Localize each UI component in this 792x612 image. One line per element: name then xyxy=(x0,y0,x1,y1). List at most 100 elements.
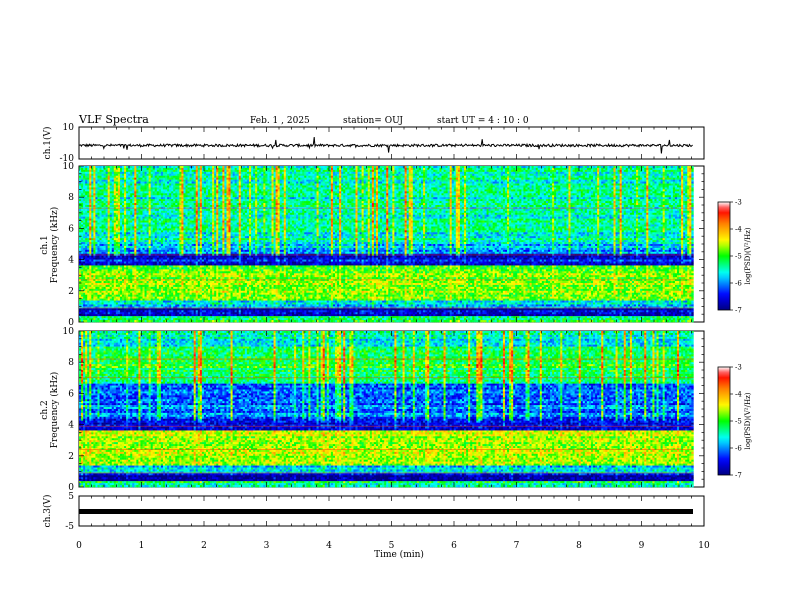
spectrogram-cell xyxy=(132,177,135,180)
spectrogram-cell xyxy=(433,171,436,175)
spectrogram-cell xyxy=(363,185,367,188)
spectrogram-cell xyxy=(363,191,367,194)
spectrogram-cell xyxy=(224,173,227,177)
spectrogram-cell xyxy=(621,193,625,196)
spectrogram-cell xyxy=(654,193,657,196)
spectrogram-cell xyxy=(97,177,100,180)
spectrogram-cell xyxy=(248,175,252,178)
spectrogram-cell xyxy=(615,183,618,186)
spectrogram-cell xyxy=(367,166,371,169)
spectrogram-cell xyxy=(593,185,596,188)
spectrogram-cell xyxy=(386,193,389,196)
spectrogram-cell xyxy=(382,183,385,186)
spectrogram-cell xyxy=(502,177,506,180)
spectrogram-cell xyxy=(177,197,180,200)
spectrogram-cell xyxy=(631,173,635,177)
spectrogram-cell xyxy=(271,171,274,175)
spectrogram-cell xyxy=(670,187,674,190)
spectrogram-cell xyxy=(183,197,186,200)
spectrogram-cell xyxy=(287,169,291,173)
spectrogram-cell xyxy=(640,187,643,190)
spectrogram-cell xyxy=(427,183,430,186)
spectrogram-cell xyxy=(685,167,688,171)
spectrogram-cell xyxy=(89,185,92,188)
spectrogram-cell xyxy=(674,195,678,198)
spectrogram-cell xyxy=(93,166,96,169)
spectrogram-cell xyxy=(158,197,162,200)
spectrogram-cell xyxy=(580,189,584,192)
spectrogram-cell xyxy=(322,177,326,180)
spectrogram-cell xyxy=(234,183,237,186)
spectrogram-cell xyxy=(296,183,299,186)
spectrogram-cell xyxy=(550,193,553,196)
spectrogram-cell xyxy=(490,169,493,173)
spectrogram-cell xyxy=(640,183,643,186)
spectrogram-cell xyxy=(552,175,555,178)
spectrogram-cell xyxy=(386,166,389,169)
spectrogram-cell xyxy=(605,169,608,173)
spectrogram-cell xyxy=(470,167,473,171)
spectrogram-cell xyxy=(160,171,164,175)
spectrogram-cell xyxy=(132,185,135,188)
spectrogram-cell xyxy=(332,181,336,184)
spectrogram-cell xyxy=(195,191,199,194)
spectrogram-cell xyxy=(644,187,647,190)
spectrogram-cell xyxy=(146,167,149,171)
spectrogram-cell xyxy=(187,193,190,196)
spectrogram-cell xyxy=(472,181,475,184)
spectrogram-cell xyxy=(167,173,170,177)
station-label: station= OUJ xyxy=(343,116,403,126)
spectrogram-cell xyxy=(412,183,416,186)
spectrogram-cell xyxy=(371,193,375,196)
spectrogram-cell xyxy=(539,173,543,177)
spectrogram-cell xyxy=(91,173,94,177)
spectrogram-cell xyxy=(558,169,561,173)
spectrogram-cell xyxy=(466,181,469,184)
spectrogram-cell xyxy=(406,181,410,184)
spectrogram-cell xyxy=(482,179,485,182)
spectrogram-cell xyxy=(132,166,135,169)
spectrogram-cell xyxy=(670,177,674,180)
spectrogram-cell xyxy=(154,197,158,200)
spectrogram-cell xyxy=(584,175,588,178)
spectrogram-cell xyxy=(615,173,618,177)
spectrogram-cell xyxy=(160,181,164,184)
spectrogram-cell xyxy=(511,189,514,192)
spectrogram-cell xyxy=(365,181,369,184)
spectrogram-cell xyxy=(326,171,330,175)
spectrogram-cell xyxy=(633,195,637,198)
spectrogram-cell xyxy=(433,175,436,178)
spectrogram-cell xyxy=(470,183,473,186)
spectrogram-cell xyxy=(263,166,266,169)
spectrogram-cell xyxy=(138,171,141,175)
spectrogram-cell xyxy=(216,167,219,171)
spectrogram-cell xyxy=(582,167,586,171)
spectrogram-cell xyxy=(427,189,430,192)
spectrogram-cell xyxy=(437,166,440,169)
spectrogram-cell xyxy=(220,171,223,175)
spectrogram-cell xyxy=(605,173,608,177)
spectrogram-cell xyxy=(390,183,393,186)
spectrogram-cell xyxy=(357,189,360,192)
spectrogram-cell xyxy=(431,173,434,177)
spectrogram-cell xyxy=(138,177,141,180)
spectrogram-cell xyxy=(429,179,432,182)
spectrogram-cell xyxy=(490,175,493,178)
spectrogram-cell xyxy=(570,187,573,190)
spectrogram-cell xyxy=(607,175,610,178)
spectrogram-cell xyxy=(191,193,194,196)
spectrogram-cell xyxy=(263,177,266,180)
spectrogram-cell xyxy=(410,179,414,182)
spectrogram-cell xyxy=(670,183,674,186)
spectrogram-cell xyxy=(539,167,543,171)
spectrogram-cell xyxy=(611,191,614,194)
spectrogram-cell xyxy=(162,173,166,177)
spectrogram-cell xyxy=(466,175,469,178)
spectrogram-cell xyxy=(433,166,436,169)
spectrogram-cell xyxy=(439,166,442,169)
spectrogram-cell xyxy=(543,173,547,177)
spectrogram-cell xyxy=(197,193,201,196)
spectrogram-cell xyxy=(447,195,450,198)
spectrogram-cell xyxy=(623,179,627,182)
spectrogram-cell xyxy=(586,166,590,169)
